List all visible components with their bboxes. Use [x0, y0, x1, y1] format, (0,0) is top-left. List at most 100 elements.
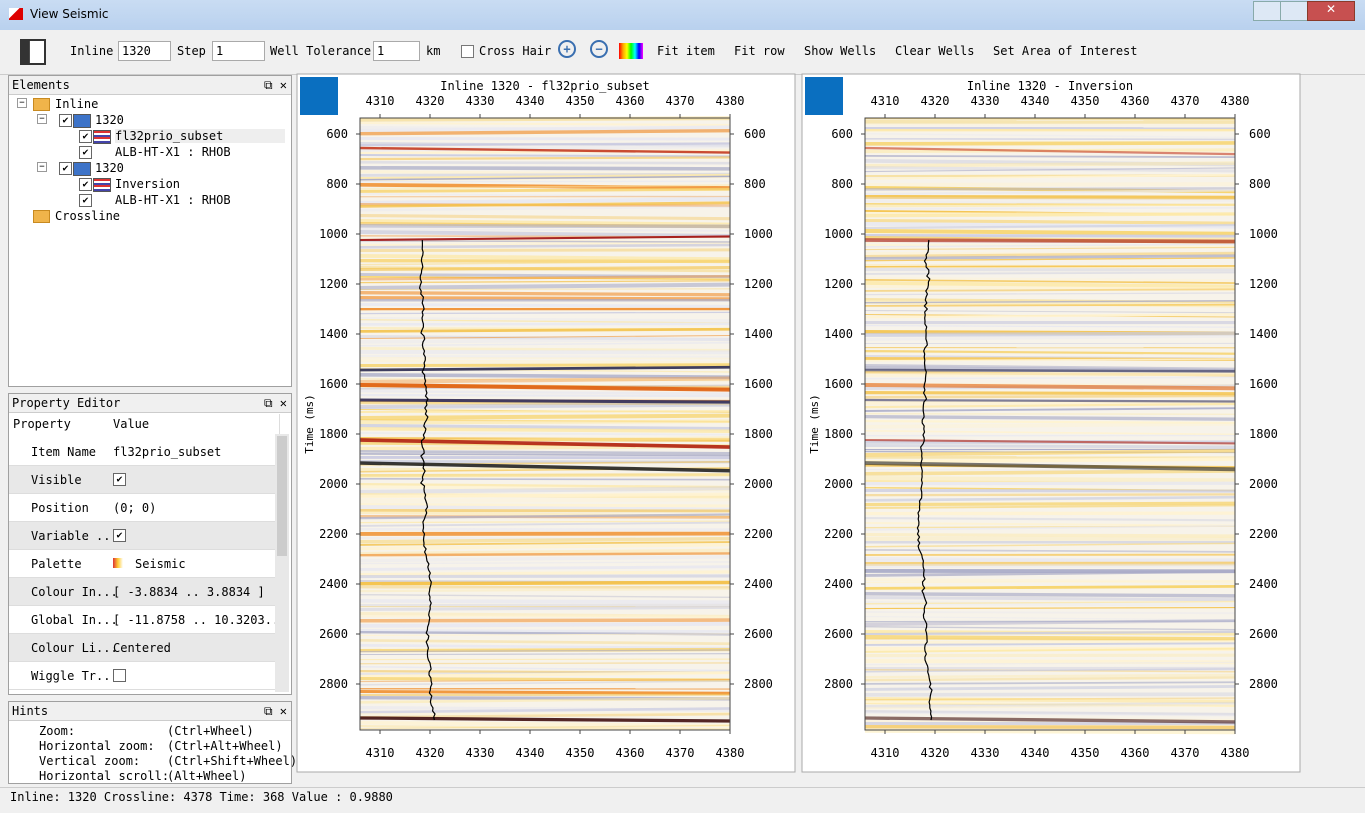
y-tick-label-right: 2400 — [1249, 577, 1278, 591]
toolbar-button[interactable]: Show Wells — [804, 44, 877, 58]
seismic-reflector — [360, 180, 730, 183]
checkbox[interactable]: ✔ — [59, 162, 72, 175]
checkbox[interactable]: ✔ — [79, 146, 92, 159]
checkbox[interactable]: ✔ — [59, 114, 72, 127]
x-tick-label-bottom: 4310 — [366, 746, 395, 760]
hints-dock: Hints ⧉ ✕ Zoom: (Ctrl+Wheel) Horizontal zoo… — [8, 701, 297, 784]
checkbox[interactable]: ✔ — [79, 194, 92, 207]
layout-button[interactable] — [20, 39, 46, 65]
seismic-reflector — [360, 205, 730, 212]
x-tick-label-bottom: 4320 — [416, 746, 445, 760]
seismic-reflector — [360, 311, 730, 315]
x-tick-label-bottom: 4310 — [871, 746, 900, 760]
seismic-reflector — [865, 522, 1235, 527]
seismic-reflector — [865, 197, 1235, 202]
crosshair-label[interactable]: Cross Hair — [479, 44, 552, 58]
seismic-reflector — [360, 197, 730, 205]
dock-controls[interactable]: ⧉ ✕ — [263, 396, 287, 410]
seismic-reflector — [360, 228, 730, 232]
tree-item[interactable]: 1320 — [95, 113, 124, 127]
seismic-reflector — [360, 697, 730, 704]
dock-controls[interactable]: ⧉ ✕ — [263, 78, 287, 92]
x-tick-label-top: 4340 — [516, 94, 545, 108]
checkbox[interactable]: ✔ — [79, 130, 92, 143]
dock-title: Property Editor ⧉ ✕ — [9, 394, 291, 413]
seismic-strong-reflector — [864, 383, 1236, 391]
seismic-reflector — [360, 649, 730, 653]
tree-item[interactable]: Crossline — [55, 209, 121, 223]
expander[interactable]: − — [37, 162, 47, 172]
seismic-reflector — [360, 357, 730, 360]
property-editor-title: Property Editor — [12, 396, 121, 410]
tree-item[interactable]: ALB-HT-X1 : RHOB — [115, 145, 231, 159]
crosshair-checkbox[interactable] — [461, 45, 474, 58]
seismic-reflector — [865, 703, 1235, 710]
property-row — [9, 634, 275, 662]
property-checkbox[interactable]: ✔ — [113, 473, 126, 486]
seismic-reflector — [360, 680, 730, 686]
expander[interactable]: − — [17, 98, 27, 108]
tree-item[interactable]: Inline — [55, 97, 99, 111]
seismic-reflector — [865, 376, 1235, 380]
seismic-reflector — [360, 653, 730, 656]
property-name: Global In... — [31, 613, 118, 627]
seismic-reflector — [360, 693, 730, 697]
zoom-out-button[interactable]: − — [590, 40, 608, 58]
x-tick-label-bottom: 4330 — [466, 746, 495, 760]
seismic-reflector — [360, 298, 730, 302]
seismic-reflector — [360, 230, 730, 238]
seismic-reflector — [360, 410, 730, 413]
y-tick-label-left: 1400 — [824, 327, 853, 341]
folder-icon — [33, 210, 50, 223]
seismic-reflector — [360, 137, 730, 141]
tree-item[interactable]: 1320 — [95, 161, 124, 175]
scrollbar[interactable] — [275, 434, 289, 692]
y-tick-label-right: 1800 — [1249, 427, 1278, 441]
toolbar-button[interactable]: Fit item — [657, 44, 715, 58]
seismic-reflector — [360, 394, 730, 398]
seismic-reflector — [865, 254, 1235, 260]
seismic-reflector — [865, 703, 1235, 707]
well-tolerance-spinbox[interactable]: 1 — [373, 41, 420, 61]
seismic-reflector — [865, 234, 1235, 238]
expander[interactable]: − — [37, 114, 47, 124]
seismic-reflector — [865, 673, 1235, 679]
seismic-reflector — [865, 476, 1235, 483]
seismic-reflector — [360, 154, 730, 158]
seismic-reflector — [360, 195, 730, 198]
seismic-reflector — [360, 183, 730, 190]
x-tick-label-top: 4370 — [666, 94, 695, 108]
property-checkbox[interactable] — [113, 669, 126, 682]
seismic-reflector — [865, 229, 1235, 236]
y-axis-label: Time (ms) — [303, 394, 316, 454]
seismic-reflector — [360, 528, 730, 531]
tree-item[interactable]: ALB-HT-X1 : RHOB — [115, 193, 231, 207]
x-tick-label-bottom: 4340 — [516, 746, 545, 760]
seismic-reflector — [865, 420, 1235, 425]
x-tick-label-top: 4350 — [1071, 94, 1100, 108]
seismic-reflector — [360, 276, 730, 281]
scroll-thumb[interactable] — [277, 436, 287, 556]
seismic-strong-reflector — [864, 368, 1236, 373]
seismic-reflector — [360, 474, 730, 478]
property-row — [9, 550, 275, 578]
close-button[interactable]: ✕ — [1307, 1, 1355, 21]
seismic-reflector — [360, 531, 730, 536]
step-spinbox[interactable]: 1 — [212, 41, 265, 61]
seismic-reflector — [865, 141, 1235, 146]
seismic-reflector — [865, 642, 1235, 646]
palette-button[interactable] — [619, 43, 643, 59]
y-tick-label-right: 2600 — [744, 627, 773, 641]
toolbar-button[interactable]: Set Area of Interest — [993, 44, 1138, 58]
property-checkbox[interactable]: ✔ — [113, 529, 126, 542]
dock-controls[interactable]: ⧉ ✕ — [263, 704, 287, 718]
zoom-in-button[interactable]: + — [558, 40, 576, 58]
tree-item[interactable]: fl32prio_subset — [115, 129, 285, 143]
inline-spinbox[interactable]: 1320 — [118, 41, 171, 61]
toolbar-button[interactable]: Fit row — [734, 44, 785, 58]
y-tick-label-left: 1400 — [319, 327, 348, 341]
tree-item[interactable]: Inversion — [115, 177, 181, 191]
checkbox[interactable]: ✔ — [79, 178, 92, 191]
toolbar-button[interactable]: Clear Wells — [895, 44, 975, 58]
